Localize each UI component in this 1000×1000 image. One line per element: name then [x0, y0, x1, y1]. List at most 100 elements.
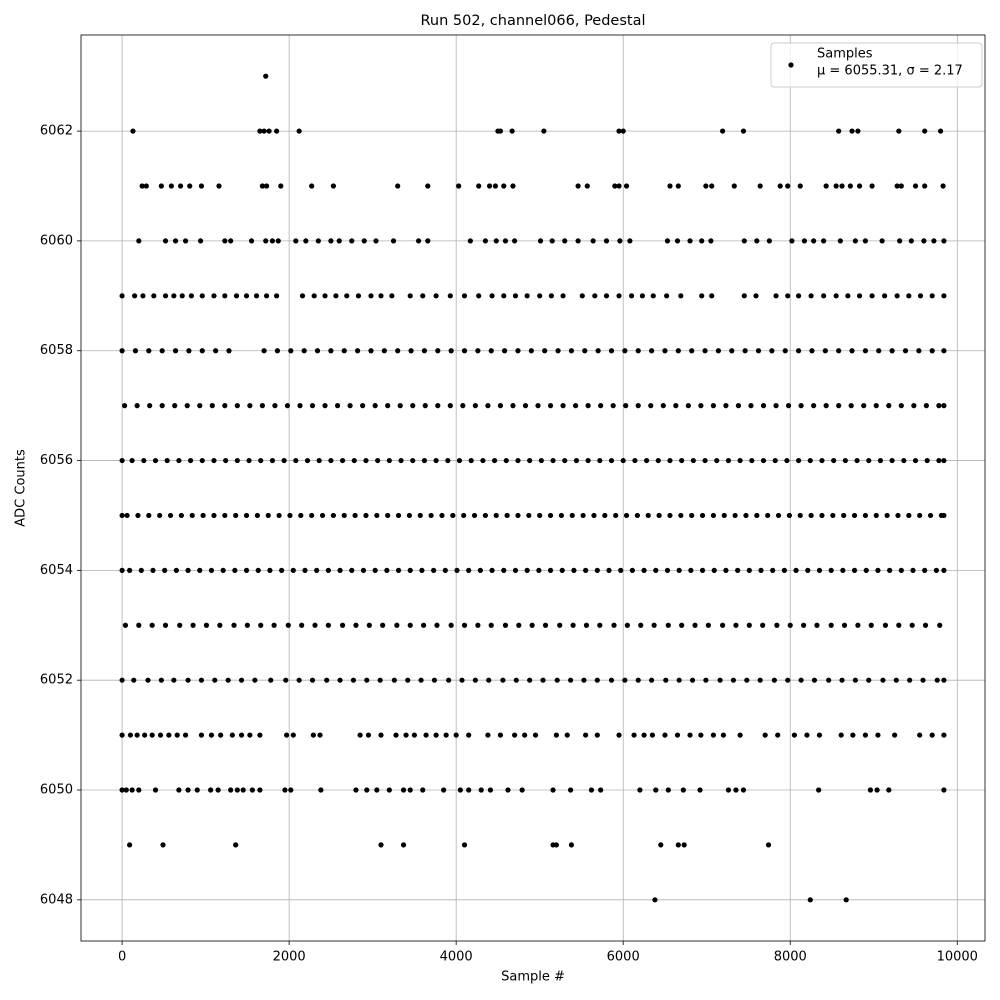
point: [703, 183, 709, 189]
point: [297, 403, 303, 409]
point: [723, 567, 729, 573]
point: [602, 512, 608, 519]
point: [309, 183, 315, 189]
point: [284, 732, 290, 738]
point: [664, 567, 671, 573]
point: [667, 183, 673, 189]
point: [731, 183, 737, 189]
point: [689, 348, 695, 354]
point: [678, 293, 684, 299]
point: [699, 512, 706, 519]
point: [616, 128, 622, 134]
y-axis-label: ADC Counts: [14, 449, 29, 527]
point: [435, 348, 441, 354]
point: [652, 897, 658, 903]
point: [461, 293, 468, 299]
point: [538, 457, 544, 464]
point: [504, 512, 510, 519]
point: [911, 403, 917, 409]
point: [211, 293, 217, 299]
point: [678, 512, 684, 519]
point: [772, 457, 778, 464]
point: [428, 512, 434, 519]
point: [324, 677, 330, 683]
point: [197, 403, 203, 409]
point: [378, 293, 384, 299]
point: [516, 622, 522, 628]
point: [527, 677, 533, 683]
point: [623, 512, 630, 519]
point: [421, 348, 428, 354]
point: [912, 457, 919, 464]
point: [129, 787, 135, 793]
point: [898, 403, 904, 409]
point: [282, 787, 288, 793]
point: [867, 787, 874, 793]
point: [487, 787, 494, 793]
point: [679, 457, 685, 464]
point: [272, 403, 278, 409]
point: [267, 567, 273, 573]
point: [560, 293, 566, 299]
point: [936, 457, 942, 464]
point: [394, 622, 400, 628]
point: [365, 732, 372, 738]
point: [852, 238, 858, 244]
point: [249, 787, 255, 793]
point: [735, 403, 742, 409]
point: [443, 732, 449, 738]
point: [314, 348, 321, 354]
point: [366, 622, 372, 628]
point: [744, 677, 750, 683]
point: [917, 293, 924, 299]
point: [895, 512, 901, 519]
point: [811, 403, 817, 409]
point: [884, 512, 890, 519]
point: [635, 677, 641, 683]
point: [894, 293, 900, 299]
point: [592, 293, 598, 299]
point: [497, 403, 504, 409]
point: [411, 732, 418, 738]
y-tick-label: 6054: [40, 563, 73, 578]
point: [766, 238, 772, 244]
point: [478, 787, 484, 793]
point: [261, 128, 267, 134]
point: [288, 348, 294, 354]
point: [222, 238, 228, 244]
point: [199, 293, 205, 299]
point: [866, 677, 872, 683]
point: [225, 677, 231, 683]
point: [328, 457, 334, 464]
point: [177, 183, 184, 189]
point: [208, 732, 215, 738]
point: [737, 457, 743, 464]
point: [459, 677, 465, 683]
point: [299, 293, 306, 299]
point: [645, 512, 651, 519]
point: [746, 622, 752, 628]
point: [259, 183, 266, 189]
point: [650, 293, 656, 299]
point: [497, 732, 504, 738]
point: [708, 238, 714, 244]
point: [655, 457, 661, 464]
point: [247, 403, 253, 409]
point: [585, 403, 591, 409]
point: [786, 512, 793, 519]
point: [873, 512, 879, 519]
point: [785, 183, 791, 189]
point: [134, 732, 140, 738]
point: [622, 348, 628, 354]
point: [667, 457, 673, 464]
point: [447, 293, 453, 299]
point: [328, 348, 334, 354]
point: [266, 128, 272, 134]
point: [197, 238, 204, 244]
point: [902, 348, 909, 354]
point: [549, 238, 555, 244]
point: [816, 567, 823, 573]
point: [524, 567, 530, 573]
point: [597, 457, 603, 464]
point: [811, 677, 818, 683]
